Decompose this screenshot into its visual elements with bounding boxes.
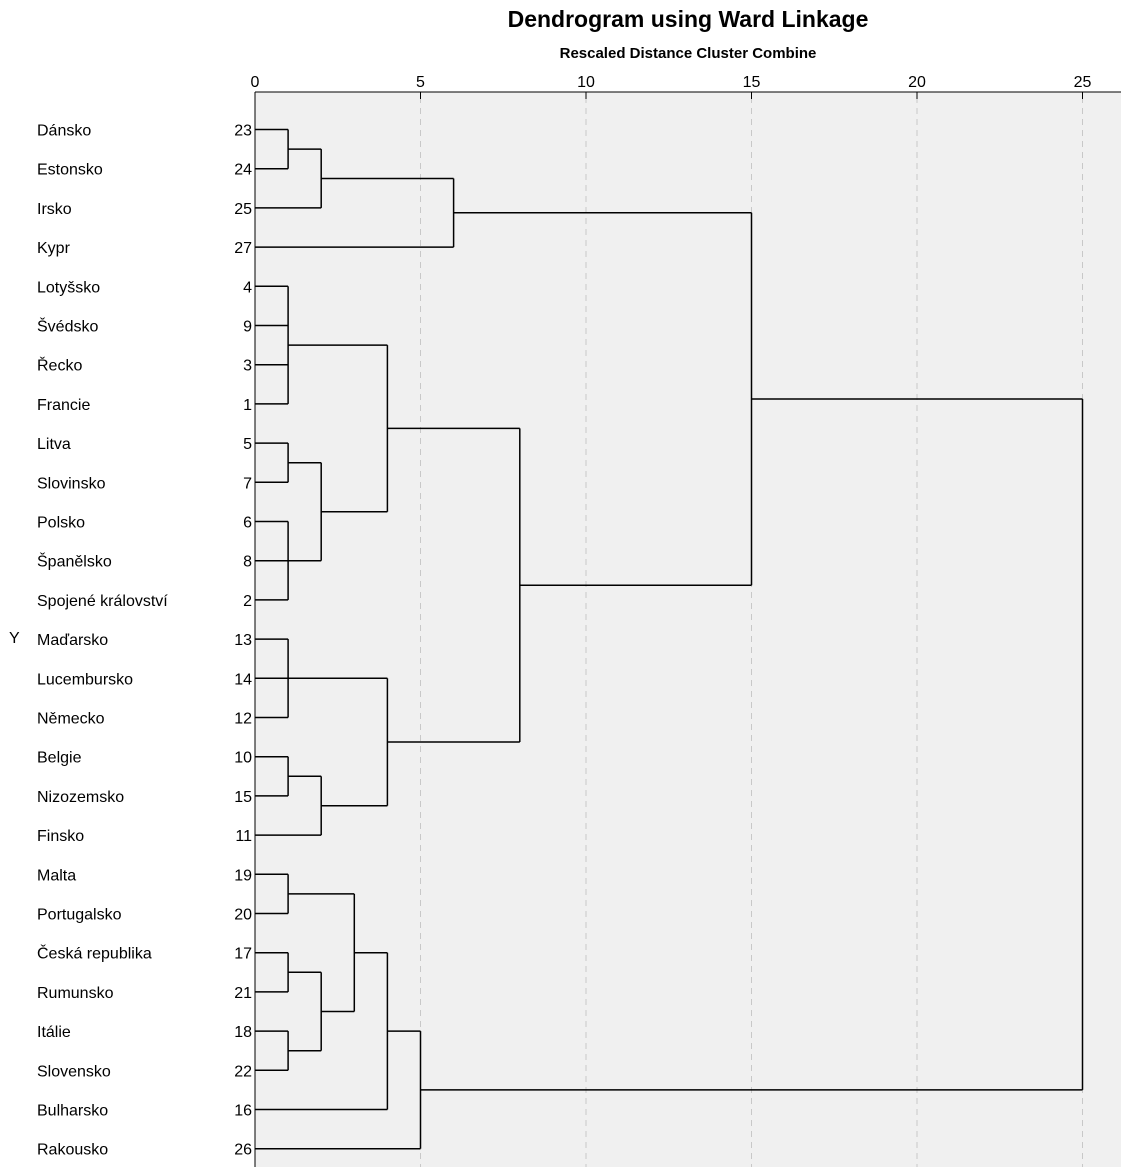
leaf-name: Estonsko [37,162,103,179]
leaf-name: Malta [37,867,76,884]
leaf-name: Finsko [37,828,84,845]
leaf-id: 2 [243,593,252,610]
leaf-id: 22 [234,1063,252,1080]
leaf-id: 17 [234,946,252,963]
leaf-name: Francie [37,397,90,414]
leaf-name: Německo [37,711,105,728]
y-axis-label: Y [9,630,20,647]
x-tick-label: 25 [1074,74,1092,91]
leaf-name: Nizozemsko [37,789,124,806]
leaf-name: Slovinsko [37,475,106,492]
leaf-id: 21 [234,985,252,1002]
leaf-name: Portugalsko [37,907,122,924]
chart-title: Dendrogram using Ward Linkage [507,6,869,32]
x-tick-label: 15 [743,74,761,91]
leaf-id: 9 [243,319,252,336]
leaf-name: Maďarsko [37,632,108,649]
leaf-id: 4 [243,279,252,296]
leaf-id: 24 [234,162,252,179]
leaf-id: 23 [234,123,252,140]
leaf-name: Dánsko [37,123,91,140]
leaf-id: 20 [234,907,252,924]
leaf-id: 10 [234,750,252,767]
leaf-id: 14 [234,671,252,688]
leaf-name: Irsko [37,201,72,218]
leaf-name: Řecko [37,356,82,375]
leaf-name: Lucembursko [37,671,133,688]
leaf-id: 6 [243,515,252,532]
leaf-name: Španělsko [37,552,112,571]
leaf-name: Lotyšsko [37,279,100,296]
leaf-name: Spojené království [37,593,168,610]
leaf-id: 27 [234,240,252,257]
leaf-id: 18 [234,1024,252,1041]
leaf-name: Bulharsko [37,1103,108,1120]
leaf-id: 16 [234,1103,252,1120]
leaf-name: Česká republika [37,944,152,963]
leaf-id: 19 [234,867,252,884]
leaf-name: Itálie [37,1024,71,1041]
leaf-id: 26 [234,1142,252,1159]
leaf-id: 3 [243,358,252,375]
leaf-name: Slovensko [37,1063,111,1080]
leaf-id: 25 [234,201,252,218]
leaf-name: Litva [37,436,71,453]
leaf-id: 12 [234,711,252,728]
leaf-name: Rumunsko [37,985,114,1002]
leaf-id: 15 [234,789,252,806]
chart-subtitle: Rescaled Distance Cluster Combine [559,45,817,62]
leaf-id: 13 [234,632,252,649]
x-tick-label: 20 [908,74,926,91]
x-tick-label: 0 [251,74,260,91]
leaf-name: Belgie [37,750,82,767]
leaf-id: 8 [243,554,252,571]
leaf-name: Kypr [37,240,71,257]
leaf-id: 1 [243,397,252,414]
x-tick-label: 10 [577,74,595,91]
leaf-name: Švédsko [37,317,98,336]
plot-background [255,92,1121,1167]
leaf-id: 5 [243,436,252,453]
leaf-name: Polsko [37,515,85,532]
leaf-id: 7 [243,475,252,492]
x-tick-label: 5 [416,74,425,91]
leaf-id: 11 [235,828,252,845]
leaf-name: Rakousko [37,1142,108,1159]
